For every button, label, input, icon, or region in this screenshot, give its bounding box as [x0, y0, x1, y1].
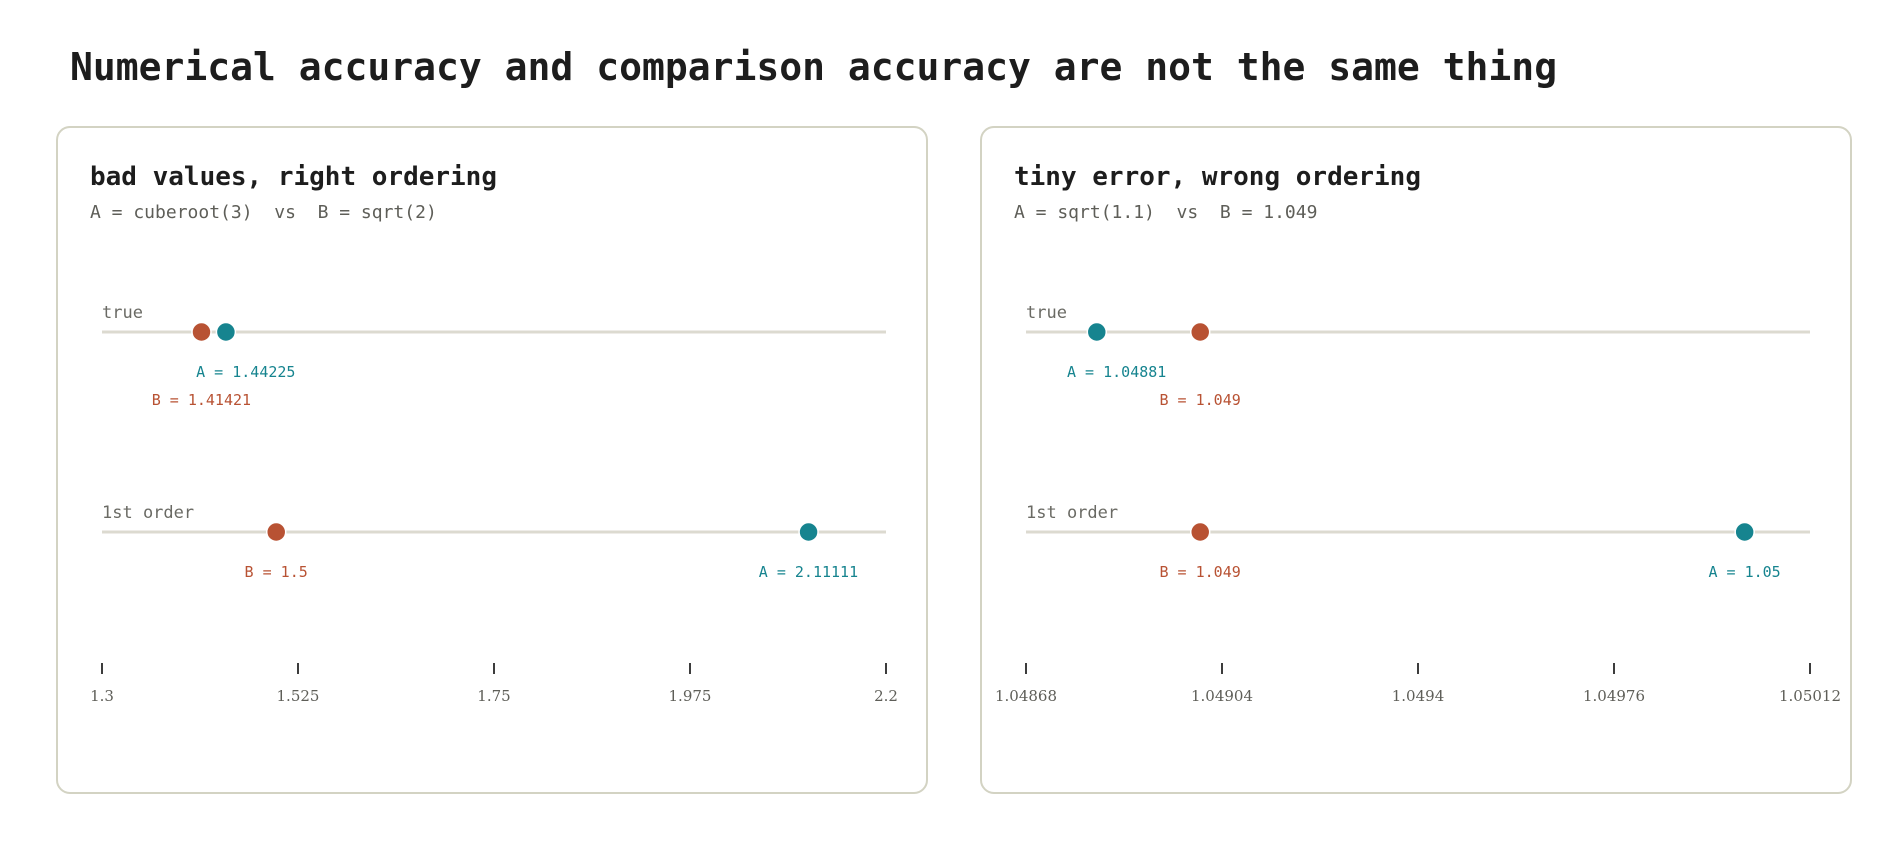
axis-tick-label: 1.75 [477, 687, 510, 705]
point-a [1086, 321, 1108, 343]
panel-title: tiny error, wrong ordering [1014, 162, 1421, 192]
number-line-plot: true A = 1.44225 B = 1.41421 1st order A = 2… [90, 303, 898, 705]
value-label-a: A = 2.11111 [759, 563, 858, 581]
point-a [215, 321, 237, 343]
point-b [191, 321, 212, 343]
point-a [1734, 521, 1755, 543]
row-label: true [102, 303, 143, 323]
axis-tick-label: 1.0494 [1392, 687, 1445, 705]
point-a [798, 521, 819, 543]
panel-bad-values: bad values, right ordering A = cuberoot(… [56, 126, 928, 794]
value-label-b: B = 1.049 [1159, 391, 1240, 409]
axis-tick-label: 1.04976 [1583, 687, 1645, 705]
axis-tick-label: 1.04904 [1191, 687, 1253, 705]
axis-tick-label: 2.2 [874, 687, 898, 705]
panel-tiny-error: tiny error, wrong ordering A = sqrt(1.1)… [980, 126, 1852, 794]
axis-tick-label: 1.3 [90, 687, 114, 705]
value-label-a: A = 1.04881 [1067, 363, 1166, 381]
point-b [1189, 521, 1211, 543]
number-line-plot: true A = 1.04881 B = 1.049 1st order A = 1.0… [995, 303, 1841, 705]
panel-subtitle: A = cuberoot(3) vs B = sqrt(2) [90, 202, 437, 223]
row-label: true [1026, 303, 1067, 323]
value-label-b: B = 1.41421 [152, 391, 251, 409]
value-label-a: A = 1.44225 [196, 363, 295, 381]
page-title: Numerical accuracy and comparison accura… [70, 45, 1558, 89]
point-b [265, 521, 287, 543]
axis-tick-label: 1.05012 [1779, 687, 1841, 705]
row-label: 1st order [1026, 503, 1118, 523]
axis-tick-label: 1.525 [277, 687, 320, 705]
row-label: 1st order [102, 503, 194, 523]
value-label-b: B = 1.049 [1159, 563, 1240, 581]
value-label-b: B = 1.5 [245, 563, 308, 581]
point-b [1189, 321, 1211, 343]
panel-subtitle: A = sqrt(1.1) vs B = 1.049 [1014, 202, 1318, 223]
axis-tick-label: 1.975 [669, 687, 712, 705]
value-label-a: A = 1.05 [1708, 563, 1780, 581]
axis-tick-label: 1.04868 [995, 687, 1057, 705]
panel-title: bad values, right ordering [90, 162, 497, 192]
